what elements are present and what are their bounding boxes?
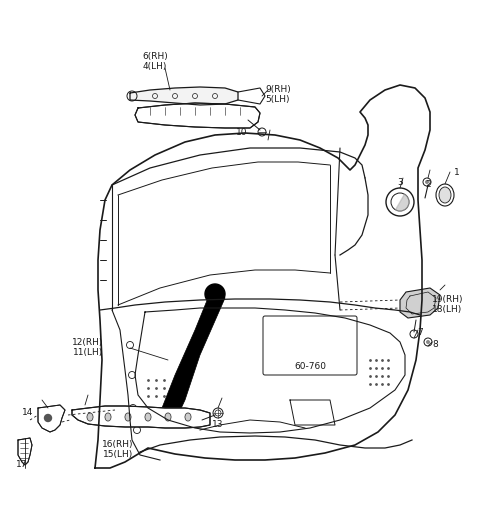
Text: 2: 2 [425, 180, 431, 189]
Text: 16(RH)
15(LH): 16(RH) 15(LH) [102, 440, 134, 459]
Polygon shape [162, 290, 225, 418]
Ellipse shape [105, 413, 111, 421]
Text: 14: 14 [22, 408, 34, 417]
Ellipse shape [87, 413, 93, 421]
Text: 8: 8 [432, 340, 438, 349]
Text: 7: 7 [417, 328, 423, 337]
Wedge shape [396, 194, 409, 211]
Ellipse shape [165, 413, 171, 421]
Text: 17: 17 [16, 460, 28, 469]
Text: 13: 13 [212, 420, 224, 429]
FancyBboxPatch shape [263, 316, 357, 375]
Polygon shape [400, 288, 440, 318]
Text: 3: 3 [397, 178, 403, 187]
Ellipse shape [439, 187, 451, 203]
Text: 19(RH)
18(LH): 19(RH) 18(LH) [432, 295, 464, 315]
Circle shape [45, 414, 51, 422]
Polygon shape [130, 87, 238, 105]
Circle shape [425, 180, 429, 184]
Polygon shape [72, 406, 210, 428]
Text: 10: 10 [236, 128, 248, 137]
Circle shape [205, 284, 225, 304]
Polygon shape [135, 103, 260, 128]
Text: 60-760: 60-760 [294, 362, 326, 371]
Ellipse shape [185, 413, 191, 421]
Ellipse shape [125, 413, 131, 421]
Ellipse shape [213, 409, 223, 417]
Text: 6(RH)
4(LH): 6(RH) 4(LH) [142, 52, 168, 71]
Ellipse shape [145, 413, 151, 421]
Text: 1: 1 [454, 168, 460, 177]
Text: 12(RH)
11(LH): 12(RH) 11(LH) [72, 338, 104, 357]
Polygon shape [38, 405, 65, 432]
Polygon shape [18, 438, 32, 465]
Text: 9(RH)
5(LH): 9(RH) 5(LH) [265, 85, 291, 105]
Circle shape [426, 340, 430, 344]
